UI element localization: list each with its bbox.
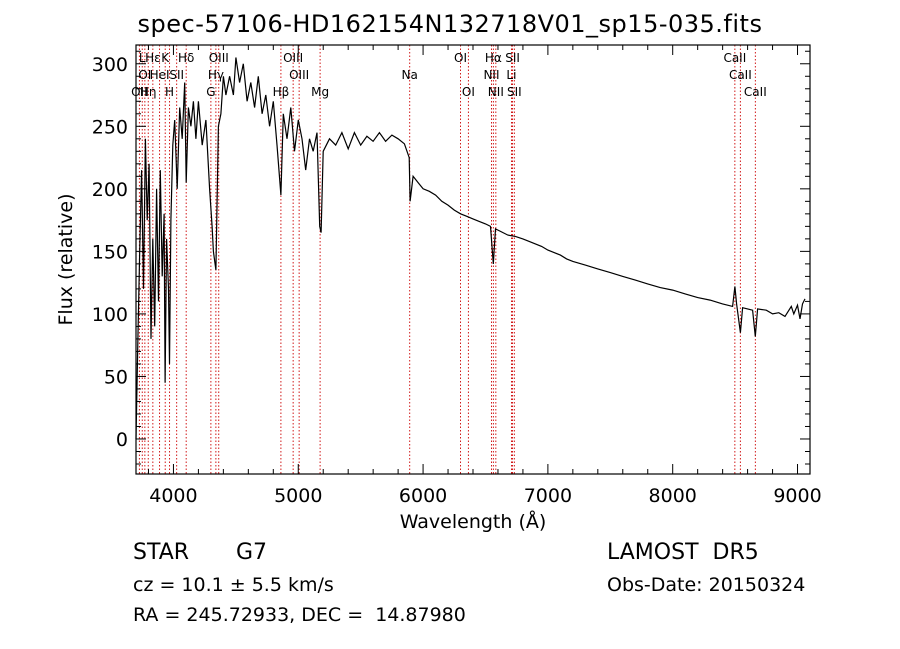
line-label: H [165, 85, 174, 99]
x-tick-label: 8000 [649, 485, 697, 507]
line-markers [138, 45, 756, 474]
line-label: Mg [311, 85, 329, 99]
y-tick-label: 200 [92, 179, 128, 201]
object-class: STAR [133, 540, 190, 565]
line-label: OIII [283, 51, 303, 65]
x-tick-label: 7000 [524, 485, 572, 507]
y-axis-label: Flux (relative) [55, 193, 77, 325]
y-tick-label: 0 [116, 429, 128, 451]
redshift-info: cz = 10.1 ± 5.5 km/s [133, 574, 334, 596]
line-label: HeI [150, 68, 170, 82]
line-label: Na [402, 68, 418, 82]
line-label: Hβ [273, 85, 290, 99]
x-tick-label: 9000 [773, 485, 821, 507]
y-tick-label: 50 [104, 366, 128, 388]
spectrum-line [135, 57, 806, 440]
line-label: OII [131, 85, 148, 99]
plot-frame [135, 44, 811, 475]
y-tick-label: 300 [92, 54, 128, 76]
line-label: OI [138, 68, 151, 82]
y-tick-label: 100 [92, 304, 128, 326]
y-tick-label: 150 [92, 241, 128, 263]
line-label: CaII [729, 68, 752, 82]
line-label: Hα [485, 51, 502, 65]
chart-title: spec-57106-HD162154N132718V01_sp15-035.f… [137, 10, 763, 38]
x-tick-label: 6000 [399, 485, 447, 507]
object-subclass: G7 [236, 540, 268, 565]
line-label: NII [488, 85, 504, 99]
line-label: K [161, 51, 170, 65]
x-axis-label: Wavelength (Å) [400, 510, 547, 533]
line-label: SII [505, 51, 520, 65]
line-label: Li [506, 68, 516, 82]
line-label: G [206, 85, 215, 99]
line-label: OIII [209, 51, 229, 65]
line-label: CaII [744, 85, 767, 99]
line-label: Hγ [208, 68, 224, 82]
y-tick-label: 250 [92, 116, 128, 138]
x-tick-label: 5000 [274, 485, 322, 507]
x-axis: 4000 5000 6000 7000 8000 9000 [147, 45, 822, 507]
y-axis: 0 50 100 150 200 250 300 [92, 50, 810, 465]
line-label: Hδ [178, 51, 194, 65]
line-label: Hη [140, 85, 157, 99]
line-label: OIII [289, 68, 309, 82]
line-label: SII [507, 85, 522, 99]
observation-date: Obs-Date: 20150324 [607, 574, 806, 596]
line-label: SII [169, 68, 184, 82]
line-label: Hε [145, 51, 161, 65]
line-label: OI [454, 51, 467, 65]
x-tick-label: 4000 [149, 485, 197, 507]
line-label: CaII [723, 51, 746, 65]
line-label: OI [462, 85, 475, 99]
survey-name: LAMOST DR5 [607, 540, 759, 565]
line-label: L [139, 51, 146, 65]
coordinates-info: RA = 245.72933, DEC = 14.87980 [133, 604, 466, 626]
line-label: NII [483, 68, 499, 82]
